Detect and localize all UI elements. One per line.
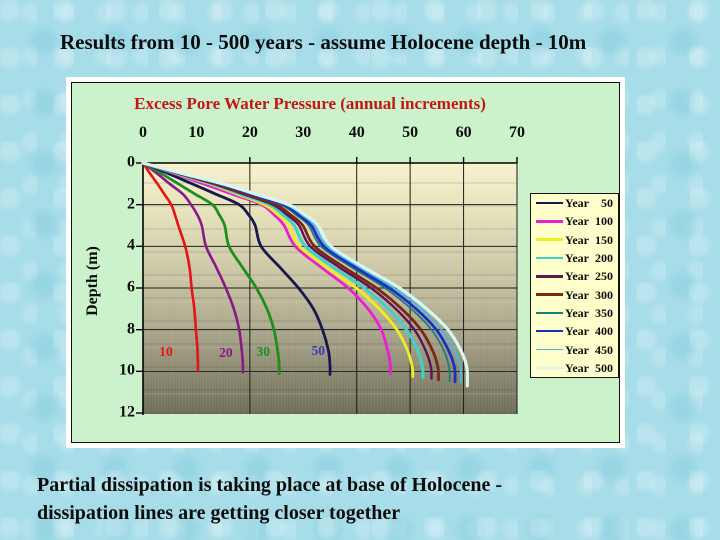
caption: Partial dissipation is taking place at b… — [37, 471, 697, 527]
legend-label: Year 350 — [565, 307, 613, 319]
legend-line-swatch — [536, 275, 563, 278]
y-axis-title: Depth (m) — [84, 246, 101, 316]
legend-line-swatch — [536, 366, 563, 370]
curve-label-10: 10 — [159, 343, 173, 359]
x-axis-tick-label: 10 — [188, 124, 205, 141]
legend-label-word: Year — [565, 269, 589, 284]
x-axis-tick-label: 60 — [455, 124, 472, 141]
slide-title: Results from 10 - 500 years - assume Hol… — [60, 30, 587, 54]
legend-label-value: 250 — [595, 269, 613, 284]
curve-label-50: 50 — [311, 342, 325, 358]
x-axis-tick-label: 70 — [509, 124, 525, 141]
legend-line-swatch — [536, 238, 563, 241]
legend-line-swatch — [536, 348, 563, 351]
legend-item: Year 400 — [531, 322, 618, 340]
x-axis-tick-label: 30 — [295, 124, 312, 141]
legend-label-word: Year — [565, 342, 589, 357]
y-axis-tick-label: 2 — [127, 195, 135, 213]
legend-line-swatch — [536, 256, 563, 260]
legend-line-swatch — [536, 201, 563, 205]
legend-label-value: 150 — [595, 232, 613, 247]
legend-label: Year 100 — [565, 215, 613, 227]
legend-label: Year 450 — [565, 344, 613, 356]
x-axis-tick-label: 0 — [139, 124, 147, 141]
y-axis-tick-label: 12 — [119, 403, 135, 421]
legend-item: Year 50 — [531, 194, 618, 212]
legend-line-swatch — [536, 329, 563, 333]
legend-line-swatch — [536, 312, 563, 314]
legend-label-word: Year — [565, 196, 589, 211]
legend-item: Year 500 — [531, 359, 618, 377]
curve-label-20: 20 — [219, 344, 233, 360]
legend-item: Year 350 — [531, 304, 618, 322]
legend-line-swatch — [536, 293, 563, 296]
chart-title: Excess Pore Water Pressure (annual incre… — [134, 94, 486, 113]
caption-line-2: dissipation lines are getting closer tog… — [37, 502, 401, 524]
caption-line-1: Partial dissipation is taking place at b… — [37, 474, 502, 496]
curve-label-30: 30 — [256, 343, 270, 359]
x-axis-tick-label: 20 — [241, 124, 258, 141]
legend-line-swatch — [536, 220, 563, 223]
legend-label-word: Year — [565, 214, 589, 229]
y-axis-tick-label: 0 — [127, 153, 135, 171]
legend-label-value: 350 — [595, 305, 613, 320]
legend-label: Year 300 — [565, 289, 613, 301]
legend-label-value: 500 — [595, 360, 613, 375]
legend-label-value: 300 — [595, 287, 613, 302]
y-axis-tick-label: 4 — [127, 236, 135, 254]
legend: Year 50 Year 100 Year 150 Year 200 Year 250 Year 30… — [530, 193, 619, 378]
legend-label-word: Year — [565, 324, 589, 339]
legend-item: Year 200 — [531, 249, 618, 267]
legend-label-value: 100 — [595, 214, 613, 229]
legend-label: Year 150 — [565, 234, 613, 246]
legend-label: Year 50 — [565, 197, 613, 209]
legend-item: Year 150 — [531, 231, 618, 249]
legend-label: Year 500 — [565, 362, 613, 374]
legend-label-word: Year — [565, 360, 589, 375]
legend-label-value: 200 — [595, 251, 613, 266]
legend-label: Year 200 — [565, 252, 613, 264]
legend-label-value: 400 — [595, 324, 613, 339]
plot-area — [143, 163, 517, 414]
legend-label-value: 50 — [601, 196, 613, 211]
legend-label-word: Year — [565, 305, 589, 320]
legend-label-word: Year — [565, 232, 589, 247]
y-axis-tick-label: 6 — [127, 278, 135, 296]
legend-item: Year 300 — [531, 286, 618, 304]
x-axis-tick-label: 50 — [402, 124, 419, 141]
legend-label: Year 400 — [565, 325, 613, 337]
y-axis-tick-label: 8 — [127, 320, 135, 338]
legend-label-value: 450 — [595, 342, 613, 357]
x-axis-tick-label: 40 — [348, 124, 365, 141]
legend-item: Year 100 — [531, 212, 618, 230]
legend-label: Year 250 — [565, 270, 613, 282]
legend-item: Year 250 — [531, 267, 618, 285]
legend-label-word: Year — [565, 287, 589, 302]
legend-item: Year 450 — [531, 341, 618, 359]
y-axis-tick-label: 10 — [119, 361, 135, 379]
legend-label-word: Year — [565, 251, 589, 266]
